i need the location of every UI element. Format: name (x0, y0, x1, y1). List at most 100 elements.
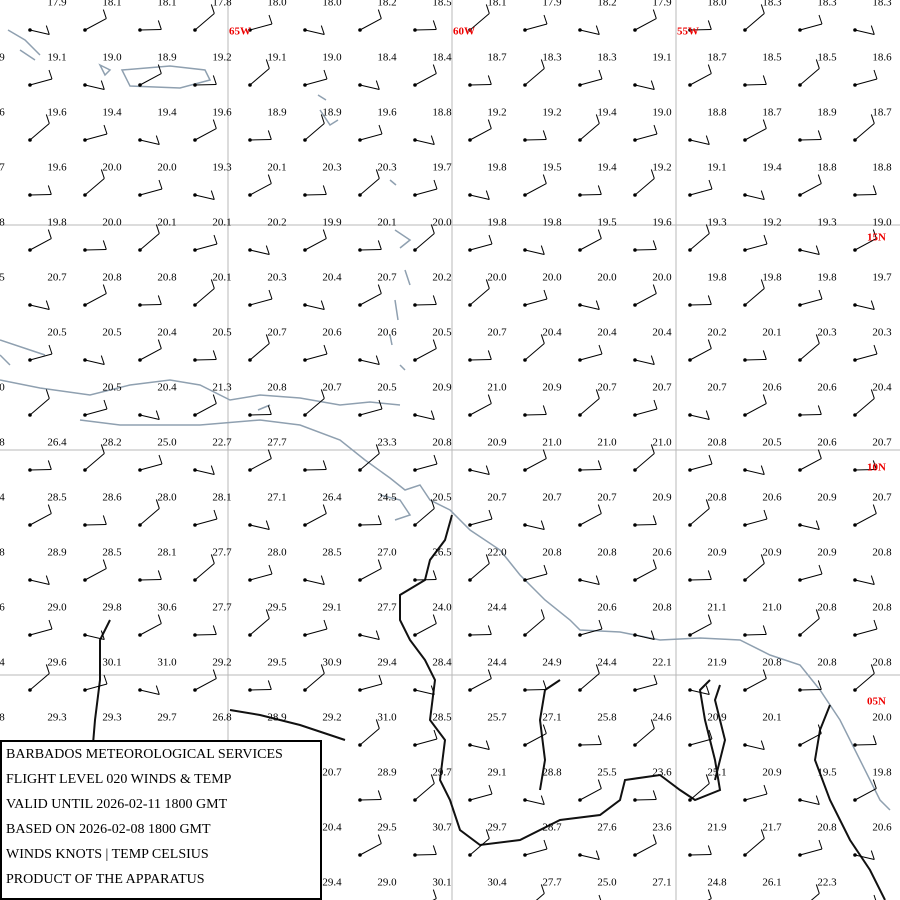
barb (303, 25, 325, 36)
barb-staff (469, 128, 492, 141)
barb (248, 609, 270, 637)
barb (303, 229, 327, 252)
barb-staff (84, 453, 105, 471)
barb-staff (634, 293, 657, 306)
temperature: 19.2 (762, 217, 781, 229)
barb-feather (430, 774, 435, 784)
legend-line: BASED ON 2026-02-08 1800 GMT (6, 822, 211, 837)
barb-staff (799, 458, 822, 471)
barb-staff (854, 743, 877, 746)
barb (303, 504, 327, 527)
barb-feather (487, 669, 492, 679)
barb-feather (377, 284, 382, 294)
barb-feather (47, 460, 52, 470)
barb-staff (579, 628, 603, 636)
barb-staff (524, 249, 545, 256)
barb-feather (818, 289, 823, 300)
barb-feather (597, 779, 602, 789)
barb (633, 124, 658, 142)
barb-feather (432, 614, 437, 624)
barb (798, 724, 822, 747)
barb-staff (84, 248, 107, 251)
barb-feather (652, 240, 657, 250)
barb (83, 284, 107, 307)
barb-feather (45, 664, 50, 674)
barb (578, 344, 603, 362)
temperature: 28.8 (542, 767, 562, 779)
temperature: 24.4 (487, 602, 507, 614)
barb-feather (102, 515, 107, 525)
barb-feather (267, 174, 272, 184)
temperature: 25.0 (597, 877, 617, 889)
temperature: 18.8 (817, 162, 837, 174)
barb-staff (854, 78, 878, 86)
barb-feather (100, 630, 105, 640)
barb-staff (84, 293, 107, 306)
barb-staff (194, 128, 217, 141)
temperature: 19.1 (707, 162, 726, 174)
temperature: 28.5 (102, 547, 122, 559)
temperature: 20.7 (487, 327, 507, 339)
barb-staff (634, 798, 657, 801)
barb (578, 850, 600, 861)
barb (743, 509, 768, 527)
temperature: 25.1 (707, 767, 726, 779)
barb (633, 515, 657, 527)
temperature: 20.8 (817, 657, 837, 669)
barb-staff (579, 854, 600, 861)
barb-feather (707, 614, 712, 624)
barb-feather (870, 25, 875, 35)
barb-staff (249, 413, 272, 416)
temperature: 20.8 (102, 272, 122, 284)
barb-staff (469, 563, 490, 581)
barb-staff (84, 18, 107, 31)
barb-feather (100, 355, 105, 365)
barb (413, 570, 437, 582)
barb (853, 25, 875, 36)
barb (743, 4, 765, 32)
barb-staff (414, 348, 437, 361)
barb-staff (469, 744, 490, 751)
barb-staff (249, 618, 270, 636)
temperature: 29.8 (102, 602, 122, 614)
temperature: 29.3 (47, 712, 67, 724)
barb (28, 575, 50, 586)
barb-feather (378, 674, 383, 685)
barb (248, 405, 272, 417)
barb-feather (595, 850, 600, 860)
barb-staff (249, 138, 272, 141)
temperature: 20.6 (377, 327, 397, 339)
barb-staff (194, 633, 217, 636)
barb (413, 64, 437, 87)
temperature: 30.6 (157, 602, 177, 614)
barb (193, 190, 215, 201)
barb-feather (760, 554, 765, 564)
barb (83, 80, 105, 91)
barb-staff (854, 788, 877, 801)
temperature: 20.6 (762, 382, 782, 394)
barb (523, 609, 545, 637)
temperature: 23.6 (652, 822, 672, 834)
barb-staff (854, 628, 878, 636)
temperature: 20.0 (487, 272, 507, 284)
barb-staff (799, 138, 822, 141)
temperature: 20.1 (212, 272, 231, 284)
barb (83, 240, 107, 252)
barb-staff (634, 843, 657, 856)
barb (413, 774, 435, 802)
barb-feather (817, 130, 822, 140)
barb-feather (158, 454, 163, 465)
barb (138, 454, 163, 472)
barb-staff (634, 18, 657, 31)
barb (798, 680, 822, 692)
barb-feather (542, 724, 547, 734)
latitude-label: 10N (867, 462, 886, 474)
barb (28, 460, 52, 472)
barb-feather (543, 564, 548, 575)
barb-staff (359, 728, 380, 746)
temperature: 19.6 (377, 107, 397, 119)
barb-feather (542, 174, 547, 184)
barb-staff (194, 13, 215, 31)
barb (413, 454, 438, 472)
